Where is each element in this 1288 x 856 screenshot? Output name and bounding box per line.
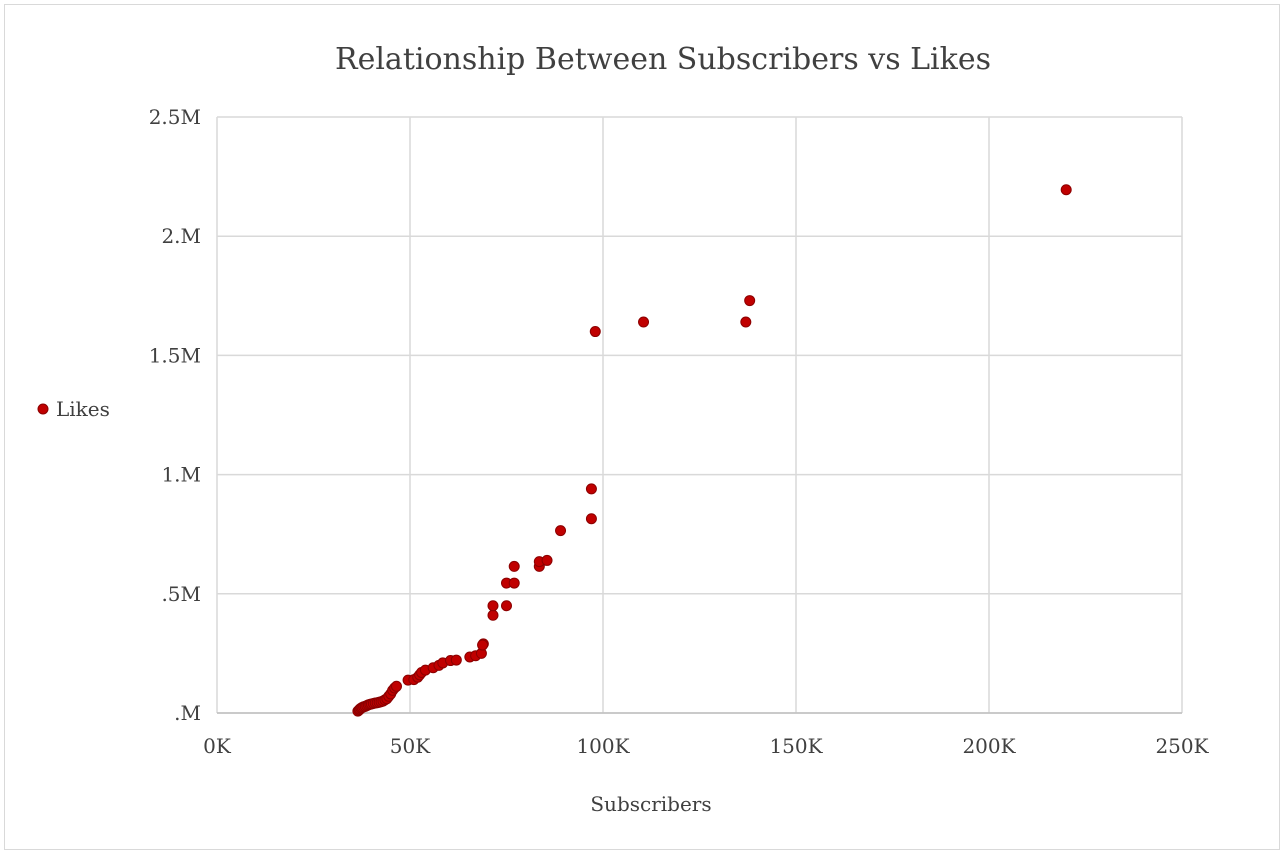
data-point: [585, 483, 597, 495]
y-tick-label: 2.5M: [149, 105, 201, 129]
data-point: [589, 326, 601, 338]
y-tick-label: .M: [174, 701, 201, 725]
data-point: [740, 316, 752, 328]
data-point: [585, 513, 597, 525]
x-tick-label: 50K: [390, 734, 431, 758]
data-point: [487, 600, 499, 612]
scatter-chart: Relationship Between Subscribers vs Like…: [37, 42, 1210, 816]
y-tick-label: 2.M: [161, 224, 201, 248]
data-point: [501, 600, 512, 612]
x-axis-title: Subscribers: [590, 792, 711, 816]
legend-marker: [37, 403, 49, 415]
legend: Likes: [37, 397, 110, 421]
chart-area: Relationship Between Subscribers vs Like…: [4, 4, 1280, 850]
data-point: [477, 639, 489, 651]
data-point: [638, 316, 650, 328]
legend-label-likes: Likes: [56, 397, 110, 421]
x-tick-label: 200K: [962, 734, 1016, 758]
y-tick-label: 1.5M: [149, 343, 201, 367]
y-tick-label: .5M: [161, 582, 201, 606]
axes: .M .5M 1.M 1.5M 2.M 2.5M 0K 50K 100K 150K 200K 250K: [149, 105, 1210, 758]
x-tick-label: 100K: [576, 734, 630, 758]
data-point: [1060, 184, 1072, 196]
x-tick-label: 150K: [769, 734, 823, 758]
data-point: [450, 654, 462, 666]
x-tick-label: 250K: [1155, 734, 1209, 758]
gridlines: [216, 116, 1183, 714]
data-point: [508, 560, 520, 572]
data-points: [352, 184, 1072, 717]
data-point: [541, 554, 553, 566]
data-point: [487, 609, 499, 621]
data-point: [555, 525, 567, 537]
y-tick-label: 1.M: [161, 463, 201, 487]
data-point: [744, 295, 756, 307]
data-point: [390, 680, 402, 692]
x-tick-label: 0K: [203, 734, 232, 758]
chart-title: Relationship Between Subscribers vs Like…: [335, 42, 991, 77]
data-point: [508, 577, 520, 589]
